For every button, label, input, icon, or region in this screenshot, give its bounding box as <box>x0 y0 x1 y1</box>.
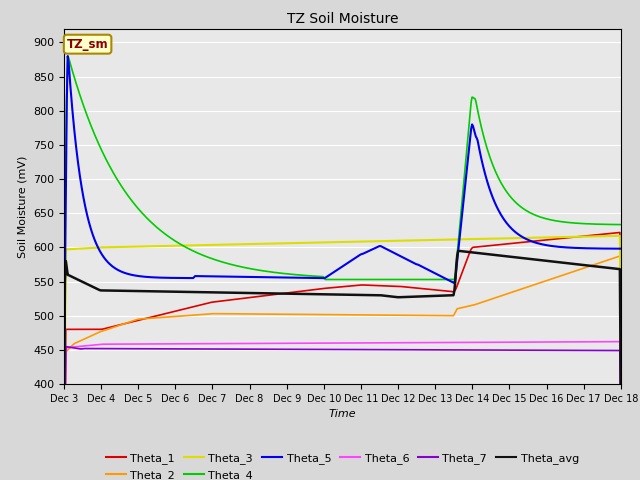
Theta_avg <box>312 291 320 297</box>
Theta_6 <box>388 340 396 346</box>
Theta_avg <box>159 288 166 294</box>
Theta_6 <box>616 339 624 345</box>
Legend: Theta_1, Theta_2, Theta_3, Theta_4, Theta_5, Theta_6, Theta_7, Theta_avg: Theta_1, Theta_2, Theta_3, Theta_4, Thet… <box>102 449 583 480</box>
Theta_3 <box>432 237 440 243</box>
Line: Theta_5: Theta_5 <box>64 56 621 480</box>
Theta_2 <box>204 311 211 317</box>
Title: TZ Soil Moisture: TZ Soil Moisture <box>287 12 398 26</box>
Theta_3 <box>204 242 211 248</box>
Theta_1 <box>617 336 625 342</box>
Theta_6 <box>204 341 211 347</box>
Line: Theta_6: Theta_6 <box>64 342 621 480</box>
Line: Theta_4: Theta_4 <box>64 56 621 454</box>
Theta_4 <box>60 451 68 457</box>
Y-axis label: Soil Moisture (mV): Soil Moisture (mV) <box>17 155 28 258</box>
Line: Theta_7: Theta_7 <box>64 347 621 480</box>
Theta_6 <box>479 339 487 345</box>
Theta_7 <box>480 347 488 353</box>
Line: Theta_1: Theta_1 <box>64 232 621 480</box>
Theta_avg <box>480 251 488 257</box>
Theta_4 <box>159 230 167 236</box>
Theta_1 <box>312 287 320 292</box>
Theta_2 <box>432 312 440 318</box>
Theta_3 <box>617 338 625 344</box>
Text: TZ_sm: TZ_sm <box>67 37 108 51</box>
Theta_5 <box>204 274 212 279</box>
Theta_avg <box>617 396 625 401</box>
Theta_2 <box>616 253 624 259</box>
Theta_5 <box>64 53 72 59</box>
Theta_1 <box>204 300 211 306</box>
Theta_avg <box>388 294 396 300</box>
Theta_6 <box>432 340 440 346</box>
Theta_3 <box>616 233 624 239</box>
Theta_1 <box>479 243 487 249</box>
Theta_1 <box>159 312 166 317</box>
Theta_4 <box>389 276 397 282</box>
Theta_4 <box>313 274 321 279</box>
Theta_5 <box>433 271 440 277</box>
Theta_3 <box>60 450 68 456</box>
Theta_2 <box>159 314 166 320</box>
X-axis label: Time: Time <box>328 409 356 419</box>
Theta_4 <box>617 222 625 228</box>
Line: Theta_2: Theta_2 <box>64 256 621 480</box>
Theta_6 <box>312 340 320 346</box>
Theta_4 <box>480 135 488 141</box>
Line: Theta_3: Theta_3 <box>64 236 621 453</box>
Theta_5 <box>313 275 321 281</box>
Theta_7 <box>62 344 70 349</box>
Theta_5 <box>480 168 488 173</box>
Theta_avg <box>454 248 462 254</box>
Theta_avg <box>432 293 440 299</box>
Theta_3 <box>479 236 487 242</box>
Theta_7 <box>617 424 625 430</box>
Theta_3 <box>312 240 320 245</box>
Theta_5 <box>617 246 625 252</box>
Theta_avg <box>60 412 68 418</box>
Theta_avg <box>204 289 211 295</box>
Line: Theta_avg: Theta_avg <box>64 251 621 415</box>
Theta_1 <box>388 283 396 289</box>
Theta_7 <box>313 347 321 352</box>
Theta_7 <box>159 346 167 352</box>
Theta_2 <box>617 353 625 359</box>
Theta_1 <box>432 287 440 293</box>
Theta_2 <box>312 312 320 317</box>
Theta_5 <box>159 275 167 281</box>
Theta_1 <box>616 229 624 235</box>
Theta_4 <box>64 53 72 59</box>
Theta_7 <box>433 347 440 353</box>
Theta_5 <box>389 250 397 255</box>
Theta_2 <box>388 312 396 318</box>
Theta_3 <box>159 243 166 249</box>
Theta_6 <box>159 341 166 347</box>
Theta_2 <box>479 299 487 305</box>
Theta_7 <box>204 346 212 352</box>
Theta_6 <box>617 418 625 423</box>
Theta_3 <box>388 238 396 244</box>
Theta_4 <box>204 254 212 260</box>
Theta_7 <box>389 347 397 353</box>
Theta_4 <box>433 276 440 282</box>
